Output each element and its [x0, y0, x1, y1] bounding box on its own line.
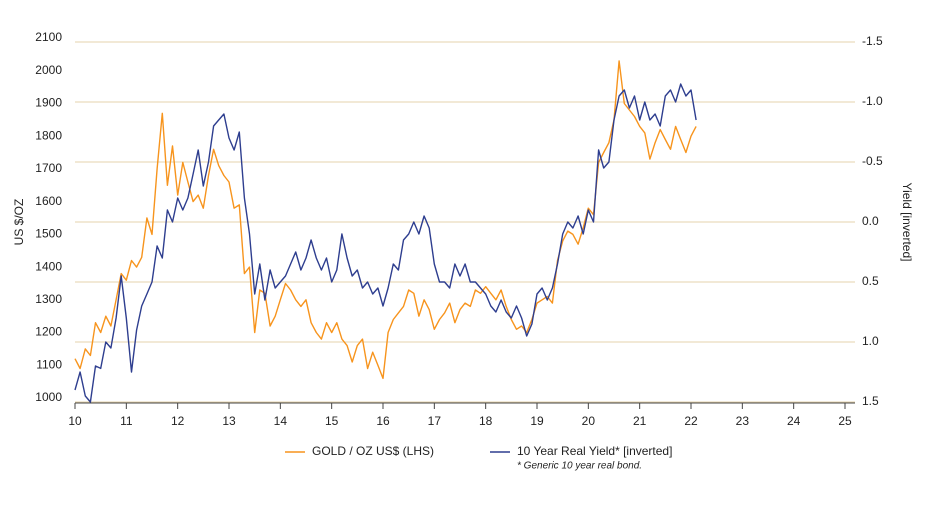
y-tick-label: 1800	[35, 128, 62, 142]
y-tick-label: 1300	[35, 292, 62, 306]
x-tick-label: 15	[325, 414, 339, 428]
y2-tick-label: 1.5	[862, 394, 879, 408]
x-tick-label: 24	[787, 414, 801, 428]
x-tick-label: 13	[222, 414, 236, 428]
x-tick-label: 11	[120, 414, 133, 428]
y-tick-label: 1700	[35, 161, 62, 175]
y2-tick-label: 0.5	[862, 274, 879, 288]
y2-tick-label: -1.0	[862, 94, 883, 108]
series-line	[74, 83, 697, 403]
y-tick-label: 2100	[35, 30, 62, 44]
x-tick-label: 20	[582, 414, 596, 428]
y2-tick-label: 1.0	[862, 334, 879, 348]
y-tick-label: 1900	[35, 96, 62, 110]
x-tick-label: 10	[68, 414, 82, 428]
y-tick-label: 1500	[35, 227, 62, 241]
x-tick-label: 14	[274, 414, 288, 428]
y-tick-label: 1000	[35, 390, 62, 404]
y-tick-label: 1400	[35, 259, 62, 273]
y2-axis-label: Yield [inverted]	[900, 183, 914, 262]
x-tick-label: 16	[376, 414, 390, 428]
y-tick-label: 1600	[35, 194, 62, 208]
y-tick-label: 2000	[35, 63, 62, 77]
legend-note: * Generic 10 year real bond.	[517, 461, 642, 472]
legend-label: GOLD / OZ US$ (LHS)	[312, 444, 434, 458]
y-tick-label: 1100	[36, 357, 62, 371]
y2-tick-label: 0.0	[862, 214, 879, 228]
y-tick-label: 1200	[35, 325, 62, 339]
y2-tick-label: -0.5	[862, 154, 883, 168]
x-tick-label: 18	[479, 414, 493, 428]
x-tick-label: 25	[838, 414, 852, 428]
series-line	[74, 60, 697, 380]
y2-tick-label: -1.5	[862, 34, 883, 48]
y-axis-label: US $/OZ	[12, 199, 26, 246]
x-tick-label: 17	[428, 414, 442, 428]
x-tick-label: 23	[736, 414, 750, 428]
x-tick-label: 12	[171, 414, 185, 428]
x-tick-label: 21	[633, 414, 647, 428]
x-tick-label: 19	[530, 414, 544, 428]
x-tick-label: 22	[684, 414, 698, 428]
legend-label: 10 Year Real Yield* [inverted]	[517, 444, 672, 458]
